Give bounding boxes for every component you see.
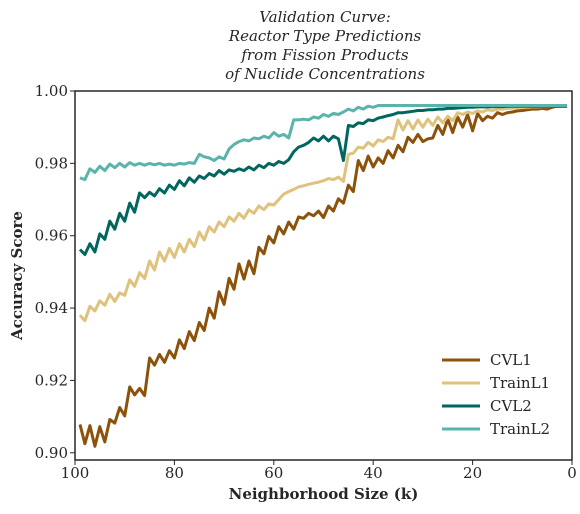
legend-label: TrainL2 [490,420,550,438]
y-tick-label: 1.00 [35,82,68,100]
y-tick-label: 0.96 [35,227,68,245]
legend: CVL1 TrainL1 CVL2 TrainL2 [442,351,550,438]
x-axis-label: Neighborhood Size (k) [229,485,419,503]
series-line-trainl2 [79,104,567,182]
y-tick-label: 0.98 [35,154,68,172]
chart-title-line: from Fission Products [240,46,409,64]
y-tick-label: 0.92 [35,371,68,389]
y-tick-label: 0.90 [35,444,68,462]
series-lines [78,104,567,448]
chart-title-line: Reactor Type Predictions [228,27,422,45]
plot-area-frame [74,90,573,461]
series-line-trainl1 [78,104,567,323]
x-tick-label: 100 [61,464,90,482]
chart-title-line: Validation Curve: [259,8,391,26]
x-tick-label: 20 [463,464,482,482]
legend-label: CVL1 [490,351,532,369]
y-axis-label: Accuracy Score [8,211,26,341]
chart-title-line: of Nuclide Concentrations [225,65,425,83]
series-line-cvl1 [78,104,567,448]
x-tick-label: 0 [567,464,577,482]
y-tick-label: 0.94 [35,299,68,317]
chart-title: Validation Curve:Reactor Type Prediction… [225,8,425,83]
y-axis-ticks: 0.90 0.92 0.94 0.96 0.98 1.00 [35,82,75,462]
x-tick-label: 40 [364,464,383,482]
x-tick-label: 80 [165,464,184,482]
legend-label: TrainL1 [490,374,550,392]
x-axis-ticks: 100 80 60 40 20 0 [61,460,577,482]
legend-label: CVL2 [490,397,532,415]
x-tick-label: 60 [264,464,283,482]
